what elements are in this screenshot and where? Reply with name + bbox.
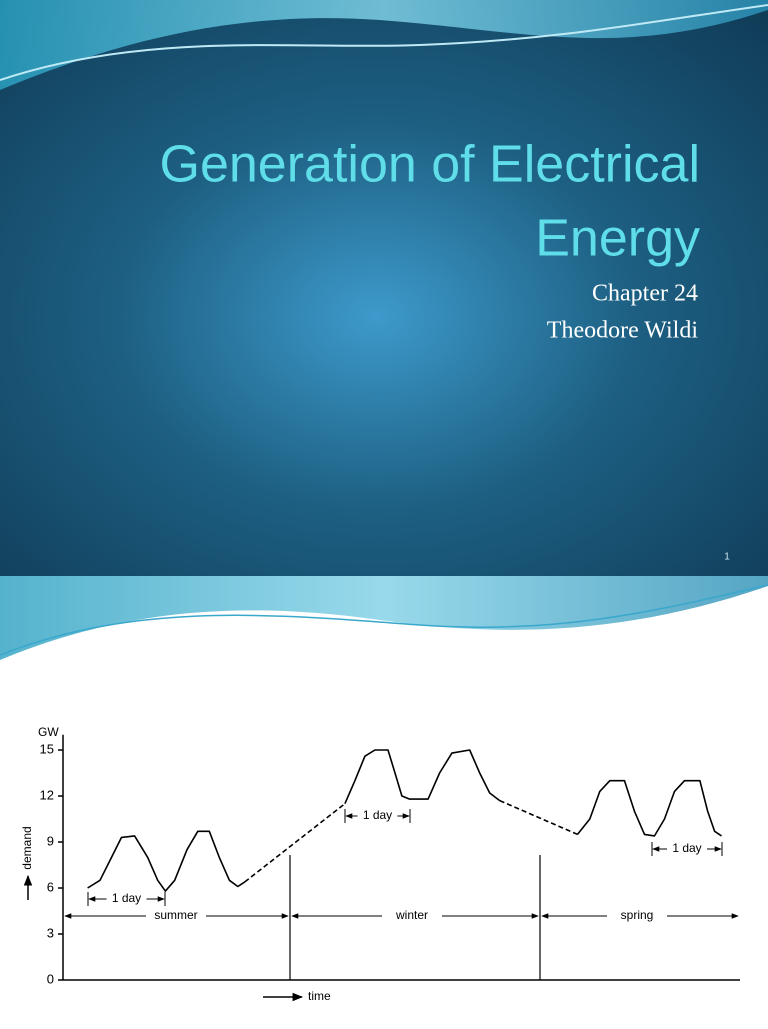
- annotation: 1 day: [112, 891, 141, 905]
- season-label: summer: [154, 908, 197, 922]
- label-background: [667, 841, 707, 857]
- demand-line: [87, 749, 722, 892]
- season-label: spring: [621, 908, 654, 922]
- demand-line: [244, 799, 578, 883]
- annotation: 1 day: [672, 841, 701, 855]
- x-label: time: [308, 989, 331, 1003]
- season-label: winter: [395, 908, 428, 922]
- y-tick-label: 6: [47, 879, 54, 894]
- y-tick-label: 15: [40, 741, 54, 756]
- y-label: demand: [20, 826, 34, 869]
- subtitle: Theodore Wildi: [547, 318, 699, 344]
- wave: [0, 0, 768, 90]
- wave-line: [0, 584, 768, 656]
- y-tick-label: 9: [47, 833, 54, 848]
- label-background: [607, 908, 667, 924]
- label-background: [382, 908, 442, 924]
- y-tick-label: 12: [40, 787, 54, 802]
- annotation: 1 day: [363, 808, 392, 822]
- label-background: [146, 908, 206, 924]
- slide-background: [0, 576, 768, 1024]
- y-tick-label: 0: [47, 971, 54, 986]
- label-background: [357, 808, 398, 824]
- label-background: [106, 891, 147, 907]
- wave-line: [0, 4, 768, 81]
- y-tick-label: 3: [47, 925, 54, 940]
- title: Generation of Electrical: [160, 136, 701, 194]
- chart: 0 3 6 9 12 15 GW demand time summer winter spring 1 …: [20, 725, 740, 1003]
- subtitle: Chapter 24: [592, 281, 698, 307]
- slide-background: [0, 0, 768, 576]
- page-number: 1: [724, 552, 730, 563]
- title: Energy: [535, 210, 700, 268]
- wave: [0, 576, 768, 660]
- y-unit: GW: [38, 725, 59, 739]
